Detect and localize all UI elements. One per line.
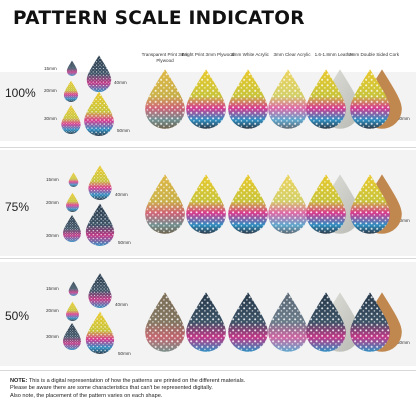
row-divider: [0, 147, 416, 148]
material-sample-clear-acrylic: [268, 292, 308, 352]
material-sample-transparent-plywood: [145, 69, 185, 129]
note-line-2: Please be aware there are some character…: [10, 385, 213, 392]
size-label: 40mm: [115, 192, 128, 197]
size-label: 60mm: [397, 116, 410, 121]
earring-sample-30mm: [63, 215, 81, 242]
size-label: 30mm: [44, 116, 57, 121]
column-header-clear-acrylic: 3mm Clear Acrylic: [273, 52, 311, 57]
earring-sample-40mm: [88, 273, 112, 308]
earring-sample-15mm: [66, 60, 78, 76]
size-label: 50mm: [118, 351, 131, 356]
page-title: PATTERN SCALE INDICATOR: [13, 8, 305, 29]
column-header-bright-plywood: Bright Print 3mm Plywood: [181, 52, 235, 57]
earring-sample-50mm: [85, 203, 115, 246]
material-sample-white-acrylic: [228, 174, 268, 234]
size-label: 50mm: [118, 240, 131, 245]
scale-label-75: 75%: [5, 200, 30, 214]
size-label: 15mm: [46, 177, 59, 182]
note-line-3: Also note, the placement of the pattern …: [10, 392, 163, 399]
earring-sample-15mm: [68, 172, 79, 187]
note-line-1: This is a digital representation of how …: [28, 378, 246, 384]
earring-sample-50mm: [85, 311, 115, 354]
size-label: 30mm: [46, 233, 59, 238]
column-header-white-acrylic: 3mm White Acrylic: [231, 52, 269, 57]
earring-sample-40mm: [86, 55, 112, 92]
material-sample-cork: [350, 292, 390, 352]
material-sample-bright-plywood: [186, 292, 226, 352]
earring-sample-20mm: [66, 301, 79, 321]
size-label: 40mm: [115, 302, 128, 307]
size-label: 20mm: [46, 308, 59, 313]
size-label: 60mm: [397, 218, 410, 223]
size-label: 30mm: [46, 334, 59, 339]
scale-label-100: 100%: [5, 86, 36, 100]
column-header-leather: 1.6-1.8mm Leather: [314, 52, 354, 57]
material-sample-white-acrylic: [228, 292, 268, 352]
scale-label-50: 50%: [5, 309, 30, 323]
row-divider: [0, 370, 416, 371]
size-label: 50mm: [117, 128, 130, 133]
material-sample-transparent-plywood: [145, 292, 185, 352]
material-sample-bright-plywood: [186, 69, 226, 129]
note-label: NOTE:: [10, 378, 28, 384]
earring-sample-20mm: [66, 192, 79, 212]
material-sample-leather: [306, 174, 346, 234]
material-sample-leather: [306, 292, 346, 352]
size-label: 40mm: [114, 80, 127, 85]
earring-sample-30mm: [61, 105, 81, 134]
column-header-transparent-plywood: Transparent Print 3mm Plywood: [141, 52, 189, 63]
size-label: 15mm: [44, 66, 57, 71]
earring-sample-15mm: [68, 281, 79, 296]
footnote: NOTE: This is a digital representation o…: [10, 378, 410, 400]
earring-sample-30mm: [63, 323, 81, 350]
size-label: 60mm: [397, 340, 410, 345]
earring-sample-40mm: [88, 165, 112, 200]
material-sample-clear-acrylic: [268, 69, 308, 129]
earring-sample-20mm: [63, 80, 79, 102]
material-sample-cork: [350, 69, 390, 129]
material-sample-leather: [306, 69, 346, 129]
size-label: 15mm: [46, 286, 59, 291]
material-sample-bright-plywood: [186, 174, 226, 234]
material-sample-transparent-plywood: [145, 174, 185, 234]
material-sample-clear-acrylic: [268, 174, 308, 234]
row-divider: [0, 258, 416, 259]
material-sample-cork: [350, 174, 390, 234]
earring-sample-50mm: [84, 91, 114, 136]
column-header-cork: 2mm Double Sided Cork: [348, 52, 400, 57]
size-label: 20mm: [46, 200, 59, 205]
material-sample-white-acrylic: [228, 69, 268, 129]
size-label: 20mm: [44, 88, 57, 93]
